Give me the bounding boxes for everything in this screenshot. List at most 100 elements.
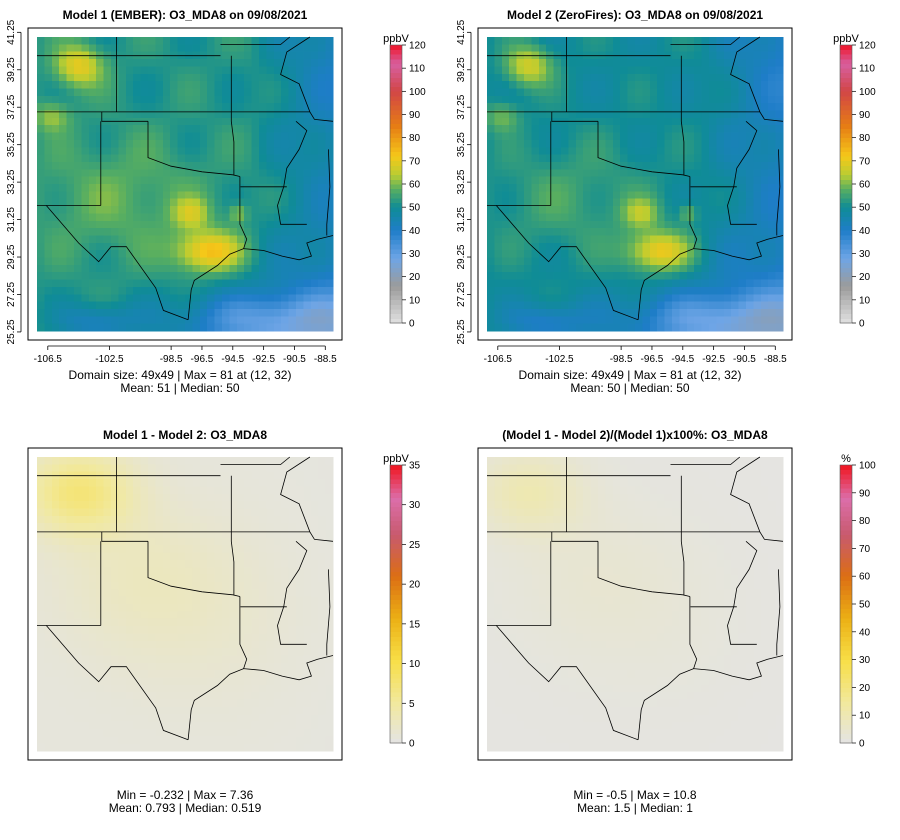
colorbar-tick-label: 50	[409, 203, 421, 214]
x-tick-label: -88.5	[764, 354, 787, 365]
colorbar-tick-label: 70	[859, 544, 871, 555]
x-tick-label: -92.5	[252, 354, 275, 365]
colorbar-tick-label: 40	[859, 226, 871, 237]
panel-title: Model 1 (EMBER): O3_MDA8 on 09/08/2021	[62, 8, 308, 22]
colorbar-tick-label: 20	[409, 272, 421, 283]
colorbar-tick-label: 80	[859, 516, 871, 527]
x-tick-label: -96.5	[641, 354, 664, 365]
y-tick-label: 27.25	[456, 282, 467, 307]
panel-model2: Model 2 (ZeroFires): O3_MDA8 on 09/08/20…	[450, 0, 900, 420]
colorbar-tick-label: 70	[859, 156, 871, 167]
panel-title: Model 2 (ZeroFires): O3_MDA8 on 09/08/20…	[506, 8, 764, 22]
y-tick-label: 41.25	[456, 19, 467, 44]
x-tick-label: -88.5	[314, 354, 337, 365]
colorbar-tick-label: 40	[859, 627, 871, 638]
x-tick-label: -94.5	[221, 354, 244, 365]
colorbar	[840, 45, 852, 324]
colorbar	[390, 465, 402, 744]
y-tick-label: 33.25	[456, 169, 467, 194]
heatmap-cells	[487, 37, 784, 332]
stats-line-1: Domain size: 49x49 | Max = 81 at (12, 32…	[518, 368, 742, 382]
y-tick-label: 35.25	[456, 132, 467, 157]
y-tick-label: 31.25	[456, 207, 467, 232]
colorbar-tick-label: 80	[859, 133, 871, 144]
x-tick-label: -92.5	[702, 354, 725, 365]
colorbar-tick-label: 10	[409, 295, 421, 306]
colorbar-tick-label: 15	[409, 619, 421, 630]
heatmap-cells	[37, 37, 334, 332]
colorbar-unit: ppbV	[833, 33, 859, 45]
colorbar-tick-label: 5	[409, 699, 415, 710]
state-boundaries	[487, 36, 784, 321]
heatmap-chart: % 0 10 20 30 40 50 60 70 80 90 100	[477, 447, 876, 761]
y-tick-label: 39.25	[6, 57, 17, 82]
colorbar-tick-label: 0	[409, 739, 415, 750]
heatmap-cells	[37, 457, 334, 752]
heatmap-chart: ppbV 0 5 10 15 20 25 30 35	[27, 447, 421, 761]
colorbar-tick-label: 100	[859, 87, 876, 98]
colorbar-tick-label: 90	[859, 488, 871, 499]
colorbar-tick-label: 90	[409, 110, 421, 121]
x-tick-label: -96.5	[191, 354, 214, 365]
colorbar-tick-label: 35	[409, 461, 421, 472]
x-tick-label: -102.5	[545, 354, 574, 365]
x-tick-label: -98.5	[610, 354, 633, 365]
state-boundaries	[37, 456, 334, 741]
colorbar-tick-label: 0	[409, 319, 415, 330]
x-tick-label: -106.5	[34, 354, 63, 365]
colorbar-tick-label: 50	[859, 203, 871, 214]
panel-percent-difference: (Model 1 - Model 2)/(Model 1)x100%: O3_M…	[450, 420, 900, 840]
state-boundaries	[487, 456, 784, 741]
colorbar-tick-label: 30	[859, 655, 871, 666]
colorbar-unit: %	[841, 453, 851, 465]
colorbar-unit: ppbV	[383, 33, 409, 45]
heatmap-chart: -106.5 -102.5 -98.5 -96.5 -94.5 -92.5 -90.5 -88…	[6, 19, 426, 365]
stats-line-1: Domain size: 49x49 | Max = 81 at (12, 32…	[68, 368, 292, 382]
colorbar-tick-label: 60	[859, 180, 871, 191]
y-tick-label: 27.25	[6, 282, 17, 307]
colorbar-tick-label: 110	[409, 64, 425, 75]
colorbar-tick-label: 110	[859, 64, 875, 75]
colorbar-tick-label: 100	[409, 87, 426, 98]
colorbar-tick-label: 0	[859, 319, 865, 330]
panel-model1: Model 1 (EMBER): O3_MDA8 on 09/08/2021 -…	[0, 0, 450, 420]
colorbar-tick-label: 25	[409, 540, 421, 551]
colorbar-tick-label: 60	[859, 572, 871, 583]
colorbar-tick-label: 60	[409, 180, 421, 191]
colorbar-tick-label: 10	[859, 711, 871, 722]
y-tick-label: 25.25	[6, 319, 17, 344]
x-tick-label: -102.5	[95, 354, 124, 365]
colorbar-tick-label: 30	[409, 500, 421, 511]
colorbar-tick-label: 50	[859, 600, 871, 611]
colorbar-tick-label: 20	[409, 580, 421, 591]
colorbar-tick-label: 90	[859, 110, 871, 121]
y-tick-label: 31.25	[6, 207, 17, 232]
y-tick-label: 37.25	[6, 94, 17, 119]
state-boundaries	[37, 36, 334, 321]
colorbar-tick-label: 20	[859, 683, 871, 694]
colorbar-tick-label: 100	[859, 461, 876, 472]
stats-line-1: Min = -0.232 | Max = 7.36	[116, 788, 254, 802]
colorbar-unit: ppbV	[383, 453, 409, 465]
colorbar-tick-label: 40	[409, 226, 421, 237]
colorbar-tick-label: 20	[859, 272, 871, 283]
heatmap-chart: -106.5 -102.5 -98.5 -96.5 -94.5 -92.5 -90.5 -88…	[456, 19, 876, 365]
y-tick-label: 35.25	[6, 132, 17, 157]
colorbar-tick-label: 120	[859, 41, 876, 52]
stats-line-2: Mean: 0.793 | Median: 0.519	[108, 801, 262, 815]
panel-difference: Model 1 - Model 2: O3_MDA8 ppbV 0 5 10 15 20 2…	[0, 420, 450, 840]
colorbar-tick-label: 30	[859, 249, 871, 260]
colorbar-tick-label: 10	[859, 295, 871, 306]
y-tick-label: 25.25	[456, 319, 467, 344]
y-tick-label: 29.25	[456, 244, 467, 269]
stats-line-2: Mean: 1.5 | Median: 1	[577, 801, 693, 815]
y-tick-label: 33.25	[6, 169, 17, 194]
x-tick-label: -94.5	[671, 354, 694, 365]
x-tick-label: -90.5	[733, 354, 756, 365]
heatmap-cells	[487, 457, 784, 752]
colorbar	[840, 465, 852, 744]
colorbar-tick-label: 70	[409, 156, 421, 167]
colorbar-tick-label: 80	[409, 133, 421, 144]
colorbar-tick-label: 0	[859, 739, 865, 750]
x-tick-label: -90.5	[283, 354, 306, 365]
